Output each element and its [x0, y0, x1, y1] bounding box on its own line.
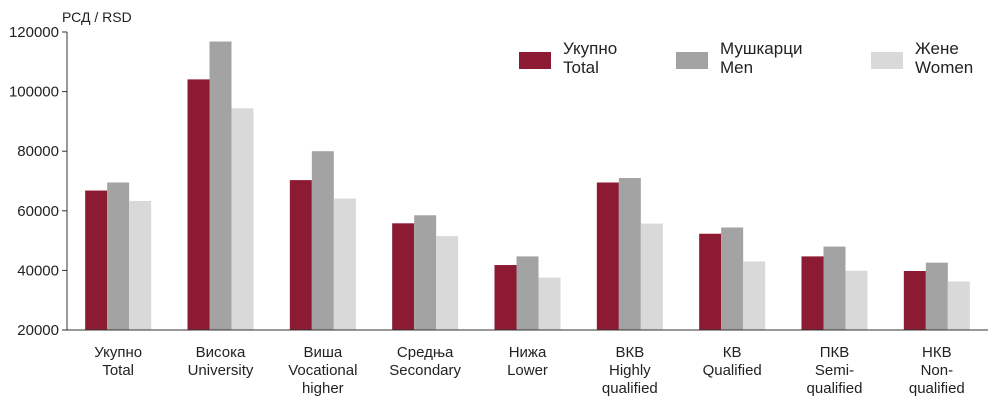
bar [187, 79, 210, 330]
bar [494, 265, 517, 330]
x-tick-label: НКВ Non-qualified [909, 344, 965, 397]
bar [947, 281, 970, 330]
x-tick-label: Средња Secondary [389, 344, 461, 379]
x-tick-label: Виша Vocational higher [288, 344, 357, 397]
x-axis: Укупно Total Висока University Виша Vocationa… [67, 329, 988, 397]
y-axis: 20000 40000 60000 80000 100000 120000 [9, 24, 68, 339]
bars [85, 41, 970, 331]
x-tick-label: Висока University [188, 344, 254, 379]
bar [85, 190, 108, 330]
bar [516, 256, 539, 330]
bar [845, 270, 868, 330]
bar [903, 270, 926, 330]
bar [743, 261, 766, 330]
bar [925, 262, 948, 330]
bar [209, 41, 232, 330]
legend-label: Мушкарци Men [720, 39, 802, 77]
bar [721, 227, 744, 330]
x-tick-label: ПКВ Semi-qualified [807, 344, 863, 397]
legend-swatch [871, 52, 903, 69]
x-tick-label: ВКВ Highly qualified [602, 344, 658, 397]
bar [801, 256, 824, 330]
y-tick-label: 20000 [17, 322, 59, 339]
bar [538, 277, 561, 330]
y-tick-label: 60000 [17, 203, 59, 220]
bar [129, 200, 152, 330]
x-tick-label: КВ Qualified [703, 344, 762, 379]
legend-swatch [676, 52, 708, 69]
legend-label: Жене Women [915, 39, 973, 77]
y-tick-label: 120000 [9, 24, 59, 41]
bar [436, 236, 459, 330]
x-tick-label: Нижа Lower [507, 344, 548, 379]
bar [107, 182, 130, 330]
bar [596, 182, 619, 330]
bar [640, 223, 663, 330]
bar [823, 246, 846, 330]
legend-label: Укупно Total [563, 39, 617, 77]
bar [311, 151, 334, 330]
x-tick-label: Укупно Total [94, 344, 142, 379]
bar [618, 178, 641, 330]
y-tick-label: 80000 [17, 143, 59, 160]
bar [333, 198, 356, 330]
bar [289, 180, 312, 330]
y-tick-label: 100000 [9, 84, 59, 101]
bar [392, 223, 415, 330]
bar [231, 108, 254, 331]
bar [414, 215, 437, 330]
y-unit-label: РСД / RSD [62, 9, 132, 25]
legend: Укупно Total Мушкарци Men Жене Women [519, 39, 973, 77]
legend-swatch [519, 52, 551, 69]
bar [699, 233, 722, 330]
y-tick-label: 40000 [17, 262, 59, 279]
